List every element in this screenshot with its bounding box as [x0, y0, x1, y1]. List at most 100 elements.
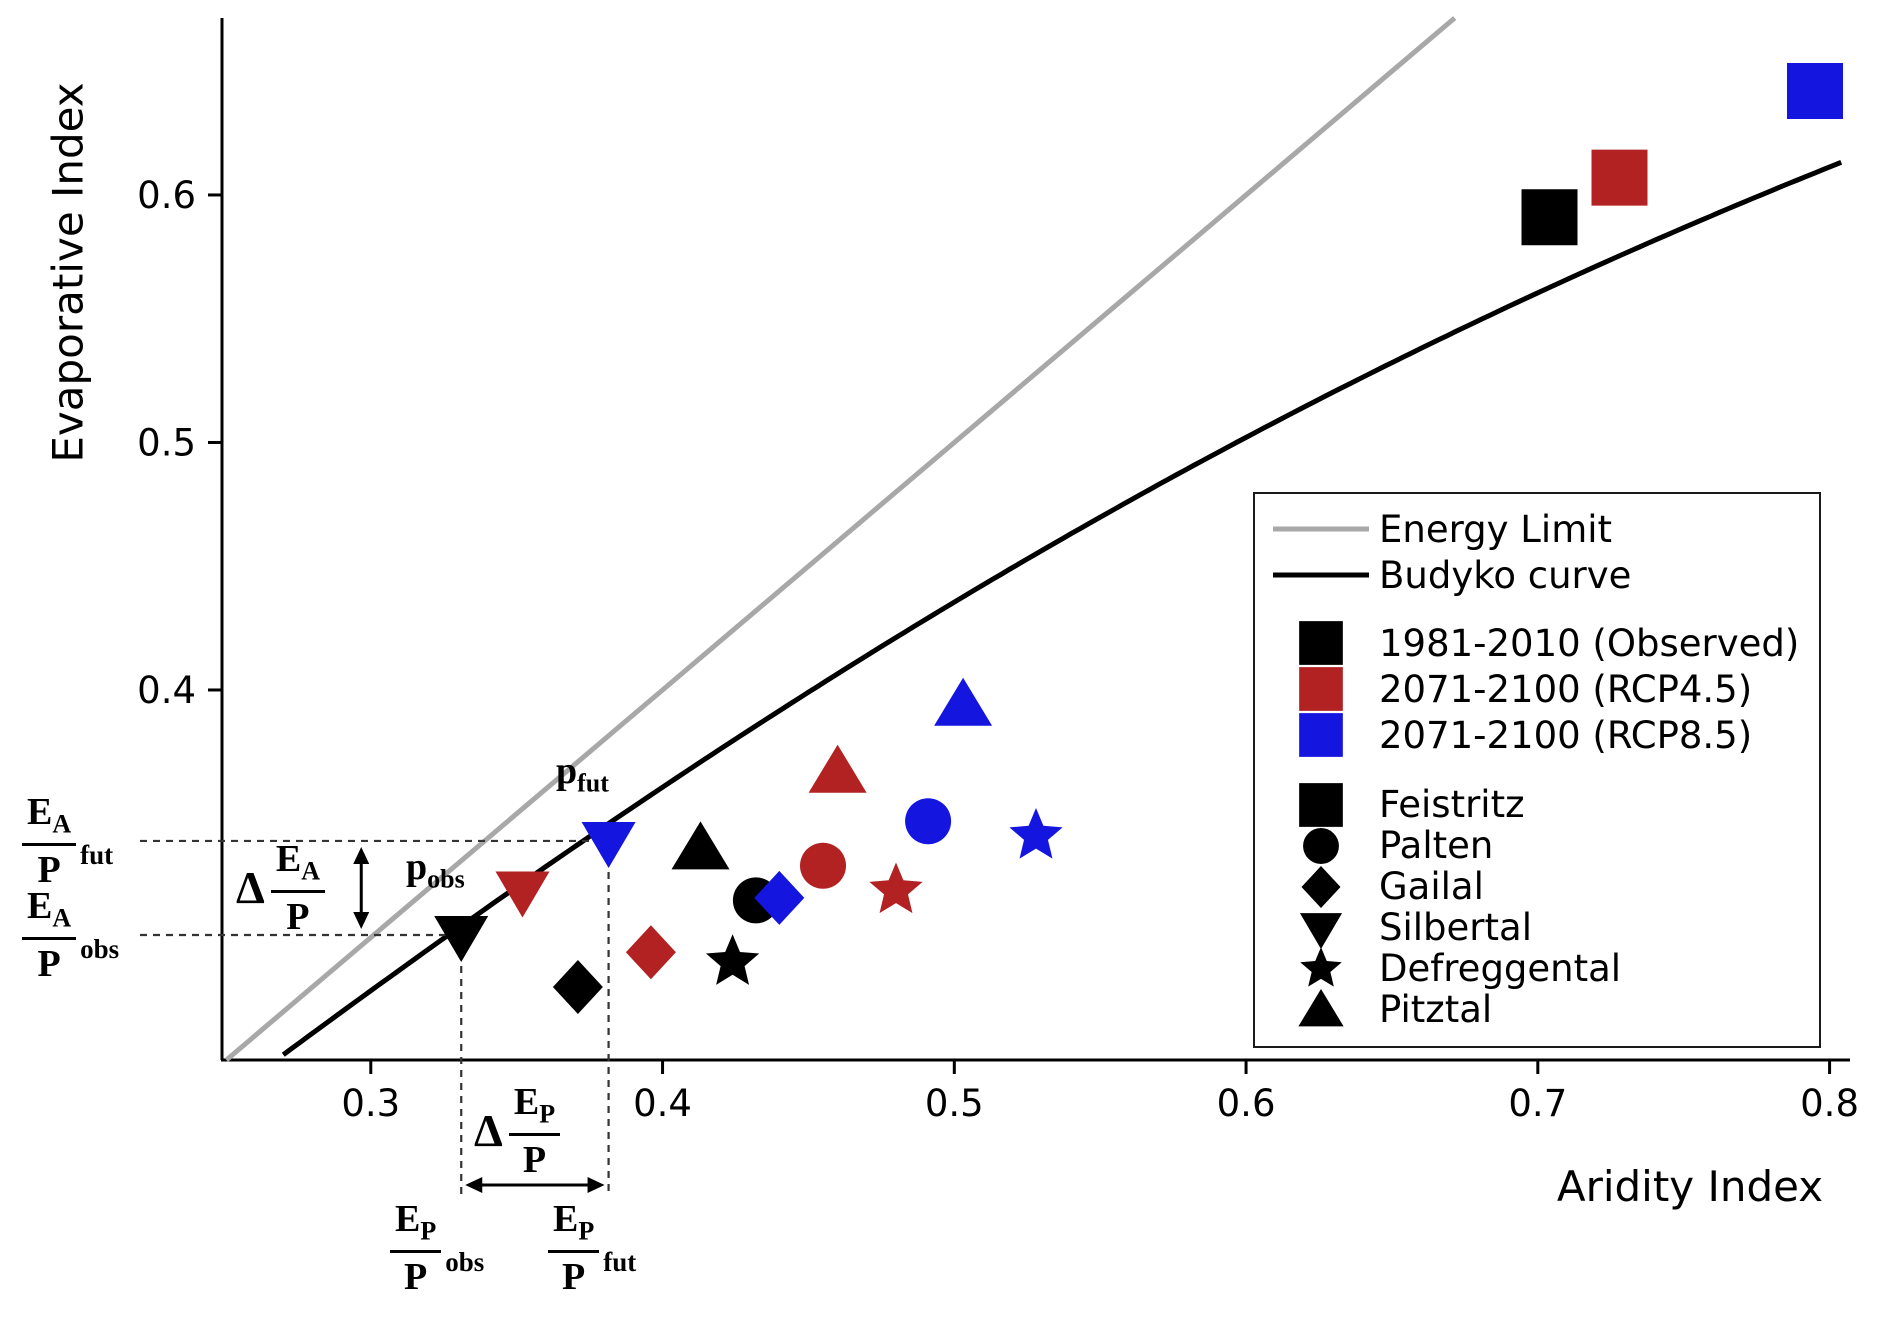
- y-tick-label: 0.6: [137, 174, 196, 217]
- x-tick-label: 0.6: [1217, 1082, 1276, 1125]
- p-sub: obs: [427, 864, 465, 894]
- fraction: EA P: [22, 885, 77, 985]
- legend: Energy Limit Budyko curve 1981-2010 (Obse…: [1253, 492, 1821, 1048]
- frac-numerator: E: [27, 885, 53, 927]
- frac-suffix: fut: [80, 840, 114, 871]
- x-tick-label: 0.8: [1800, 1082, 1859, 1125]
- legend-marker-square: [1299, 713, 1343, 757]
- delta-ea-arrow-head-bottom: [353, 912, 370, 930]
- point-feistritz-2: [1787, 63, 1843, 119]
- y-axis-label: Evaporative Index: [43, 82, 93, 463]
- point-pitztal-2: [934, 677, 993, 726]
- delta-symbol: Δ: [474, 1104, 503, 1156]
- square-icon: [1299, 713, 1343, 757]
- square-icon: [1299, 667, 1343, 711]
- legend-lines-group: Energy Limit Budyko curve: [1265, 506, 1809, 598]
- frac-numerator: E: [553, 1198, 579, 1240]
- x-axis-label: Aridity Index: [1556, 1162, 1824, 1211]
- annotation-ea-over-p-obs: EA P obs: [22, 887, 119, 983]
- point-palten-2: [905, 798, 952, 845]
- legend-catchments-group: Feistritz Palten Gailal Silbertal Defreggent…: [1265, 782, 1809, 1031]
- delta-ep-arrow-head-left: [465, 1177, 483, 1193]
- frac-numerator: E: [395, 1198, 421, 1240]
- point-defreggental-2: [1009, 808, 1063, 859]
- frac-denominator: P: [37, 942, 61, 985]
- legend-item-palten: Palten: [1265, 824, 1809, 867]
- point-pitztal-1: [808, 744, 867, 793]
- legend-marker-circle: [1303, 827, 1339, 864]
- frac-numerator: E: [513, 1081, 540, 1123]
- annotation-p-fut: pfut: [556, 752, 609, 797]
- point-palten-1: [800, 842, 846, 889]
- p-sub: fut: [577, 768, 609, 798]
- legend-label: 2071-2100 (RCP4.5): [1379, 667, 1753, 711]
- frac-numerator-sub: A: [301, 856, 320, 886]
- legend-scenarios-group: 1981-2010 (Observed) 2071-2100 (RCP4.5) 20…: [1265, 620, 1809, 758]
- frac-numerator-sub: P: [539, 1099, 556, 1129]
- x-tick-label: 0.4: [633, 1082, 692, 1125]
- frac-suffix: obs: [80, 934, 120, 965]
- legend-label: Palten: [1379, 824, 1494, 867]
- legend-label: 2071-2100 (RCP8.5): [1379, 713, 1753, 757]
- legend-marker-triangle-up: [1298, 988, 1344, 1026]
- frac-numerator-sub: A: [52, 903, 72, 933]
- legend-label: 1981-2010 (Observed): [1379, 621, 1800, 665]
- x-tick-label: 0.5: [925, 1082, 984, 1125]
- frac-denominator: P: [286, 895, 310, 938]
- star-icon: [1300, 946, 1342, 987]
- frac-suffix: fut: [603, 1247, 637, 1278]
- legend-line-icon: [1273, 572, 1369, 578]
- triangle-down-icon: [1299, 912, 1343, 949]
- legend-label: Gailal: [1379, 865, 1484, 908]
- point-gailal-1: [625, 925, 676, 980]
- frac-denominator: P: [404, 1255, 428, 1298]
- legend-item-energy-limit: Energy Limit: [1265, 506, 1809, 552]
- frac-numerator-sub: P: [420, 1216, 437, 1246]
- frac-numerator-sub: A: [52, 809, 72, 839]
- annotation-ep-over-p-obs: EP P obs: [390, 1200, 484, 1296]
- triangle-up-icon: [1298, 988, 1344, 1026]
- annotation-delta-ea-over-p: Δ EA P: [236, 840, 325, 936]
- frac-numerator-sub: P: [578, 1216, 595, 1246]
- x-tick-label: 0.3: [341, 1082, 400, 1125]
- point-silbertal-0: [434, 916, 489, 962]
- point-defreggental-1: [869, 862, 923, 914]
- frac-denominator: P: [562, 1255, 586, 1298]
- frac-suffix: obs: [445, 1247, 485, 1278]
- frac-denominator: P: [522, 1138, 547, 1181]
- legend-label: Silbertal: [1379, 906, 1532, 949]
- legend-label: Energy Limit: [1379, 507, 1613, 551]
- legend-item-2071-2100-rcp8-5: 2071-2100 (RCP8.5): [1265, 712, 1809, 758]
- legend-marker-diamond: [1301, 865, 1341, 908]
- y-tick-label: 0.4: [137, 669, 196, 712]
- budyko-curve: [281, 159, 1843, 1057]
- y-tick-label: 0.5: [137, 421, 196, 464]
- legend-marker-star: [1300, 946, 1342, 987]
- legend-item-defreggental: Defreggental: [1265, 946, 1809, 990]
- annotation-p-obs: pobs: [406, 848, 465, 893]
- legend-marker-square: [1299, 621, 1343, 665]
- point-silbertal-1: [495, 871, 550, 918]
- diamond-icon: [1301, 865, 1341, 908]
- delta-ea-arrow-head-top: [353, 846, 370, 864]
- legend-item-feistritz: Feistritz: [1265, 782, 1809, 827]
- annotation-ep-over-p-fut: EP P fut: [548, 1200, 636, 1296]
- fraction: EA P: [22, 793, 77, 891]
- legend-item-1981-2010-observed: 1981-2010 (Observed): [1265, 620, 1809, 666]
- square-icon: [1299, 621, 1343, 665]
- legend-label: Pitztal: [1379, 988, 1493, 1031]
- delta-symbol: Δ: [236, 861, 265, 913]
- frac-denominator: P: [37, 848, 61, 891]
- point-gailal-2: [754, 870, 805, 925]
- point-feistritz-1: [1591, 149, 1648, 206]
- point-gailal-0: [552, 960, 603, 1014]
- point-pitztal-0: [671, 821, 730, 870]
- legend-marker-square: [1299, 667, 1343, 711]
- legend-item-2071-2100-rcp4-5: 2071-2100 (RCP4.5): [1265, 666, 1809, 712]
- circle-icon: [1303, 827, 1339, 864]
- fraction: EA P: [270, 840, 325, 938]
- fraction: EP P: [390, 1198, 442, 1298]
- legend-item-gailal: Gailal: [1265, 865, 1809, 908]
